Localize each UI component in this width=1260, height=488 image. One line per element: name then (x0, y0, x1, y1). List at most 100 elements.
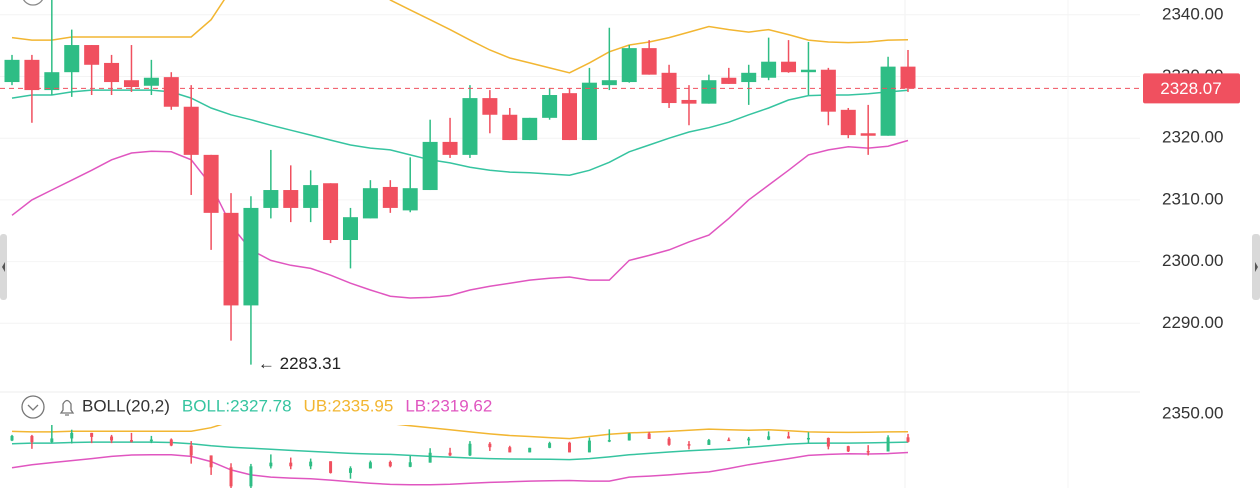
candle-body (362, 188, 378, 219)
candle-body (800, 69, 816, 73)
candle-body (183, 106, 199, 155)
indicator-name: BOLL(20,2) (82, 396, 170, 415)
candle-body (846, 446, 850, 452)
candle-body (402, 188, 418, 211)
candle-body (707, 440, 711, 445)
y-tick-label: 2320.00 (1162, 128, 1223, 147)
candle-body (229, 467, 233, 487)
candle-body (906, 437, 910, 442)
legend-entry: LB:2319.62 (405, 396, 492, 415)
candle-body (900, 66, 916, 89)
candle-body (163, 77, 179, 107)
price-axis: 2340.002330.002320.002310.002300.002290.… (1143, 4, 1240, 422)
y-tick-label: 2340.00 (1162, 4, 1223, 23)
candle-body (203, 154, 219, 213)
band-line (11, 451, 909, 486)
candle-body (781, 61, 797, 73)
candle-body (442, 141, 458, 155)
arrow-icon (2, 262, 5, 272)
legend-entry: BOLL:2327.78 (182, 396, 292, 415)
candle-body (382, 186, 398, 208)
candle-body (687, 444, 691, 446)
candle-body (269, 462, 273, 467)
candle-body (562, 93, 578, 141)
candle-body (283, 190, 299, 208)
candle-body (209, 455, 213, 468)
candle-body (701, 80, 717, 104)
candle-body (303, 185, 319, 208)
candle-body (104, 62, 120, 83)
candle-body (860, 133, 876, 136)
candle-body (309, 461, 313, 467)
candle-body (408, 462, 412, 467)
candle-body (587, 440, 591, 453)
candle-body (721, 77, 737, 84)
candle-body (482, 98, 498, 115)
candle-body (601, 80, 617, 86)
candle-body (329, 461, 333, 473)
main-plot (0, 0, 1140, 365)
candle-body (548, 443, 552, 448)
candle-body (468, 443, 472, 456)
candle-body (90, 432, 94, 437)
band-line (11, 425, 909, 440)
candle-body (886, 437, 890, 452)
candle-body (727, 439, 731, 442)
arrow-icon (1255, 262, 1258, 272)
y-tick-label: 2310.00 (1162, 189, 1223, 208)
candle-body (368, 462, 372, 469)
candle-body (388, 462, 392, 467)
icon[interactable] (22, 0, 44, 6)
alert-button[interactable] (59, 399, 75, 416)
candle-body (129, 440, 133, 442)
candle-body (223, 212, 239, 306)
band-line (11, 441, 909, 461)
y-tick-label: 2290.00 (1162, 313, 1223, 332)
candle-body (761, 61, 777, 78)
candle-body (880, 66, 896, 136)
collapse-button[interactable] (21, 395, 45, 419)
candle-body (508, 447, 512, 453)
candle-body (70, 432, 74, 439)
band-line (11, 0, 909, 74)
candle-body (647, 433, 651, 439)
candle-body (448, 452, 452, 456)
candle-body (50, 438, 54, 443)
candle-body (607, 440, 611, 442)
candle-body (422, 141, 438, 191)
candle-body (488, 443, 492, 448)
candle-body (747, 438, 751, 441)
candle-body (110, 436, 114, 441)
candle-body (24, 59, 40, 91)
candle-body (342, 217, 358, 241)
candle-body (289, 462, 293, 467)
candle-body (502, 114, 518, 141)
candle-body (4, 59, 20, 83)
candle-body (249, 466, 253, 487)
candle-body (667, 438, 671, 445)
candle-body (123, 80, 139, 87)
candle-body (30, 435, 34, 443)
chevron-icon (27, 404, 39, 411)
band-line (11, 89, 909, 176)
indicator-plot (10, 425, 910, 488)
candle-body (787, 436, 791, 439)
price-tag-label: 2328.07 (1160, 79, 1221, 98)
candle-body (528, 447, 532, 453)
candle-body (462, 98, 478, 155)
price-tag (1143, 73, 1240, 104)
candle-body (348, 468, 352, 473)
y-tick-label: 2350.00 (1162, 403, 1223, 422)
candle-body (866, 450, 870, 453)
candle-body (806, 437, 810, 440)
candle-body (522, 117, 538, 141)
candle-body (741, 72, 757, 83)
band-line (11, 139, 909, 299)
low-annotation: ← 2283.31 (258, 354, 341, 373)
candle-body (10, 435, 14, 441)
y-tick-label: 2300.00 (1162, 251, 1223, 270)
candle-body (428, 452, 432, 463)
candle-body (621, 48, 637, 83)
candle-body (641, 48, 657, 75)
